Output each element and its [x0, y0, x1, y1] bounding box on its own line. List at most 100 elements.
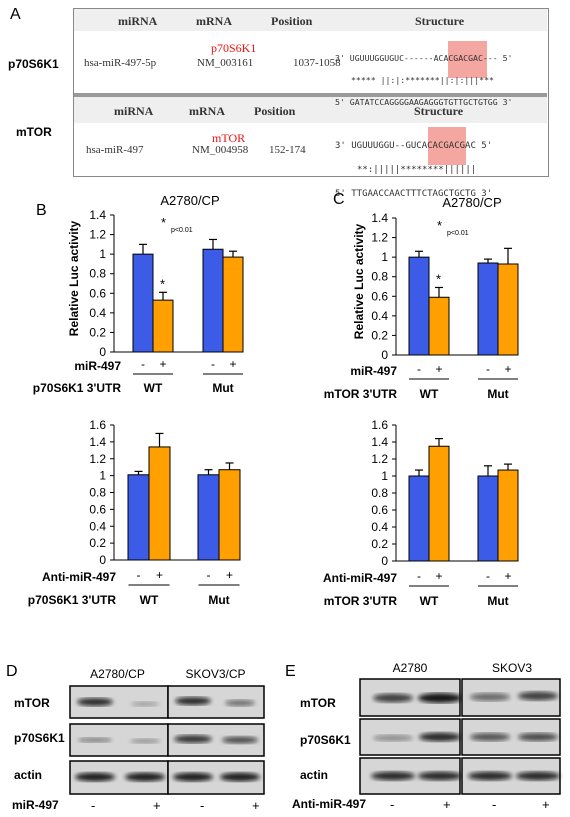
chart-C-star-1: *: [437, 218, 442, 233]
mirna-name-2: hsa-miR-497: [86, 144, 144, 156]
chart-B-tick-label: 0.6: [89, 286, 106, 300]
header-position: Position: [271, 14, 313, 28]
mrna-name-2: mTOR: [212, 131, 246, 145]
chart-C-sign: -: [417, 362, 421, 376]
chart-B-tick-label: 1.2: [89, 228, 106, 242]
panel-label-e: E: [285, 663, 296, 680]
chart-B-bar: [132, 253, 154, 353]
chart-B-star-1: *: [161, 215, 166, 230]
blot-d-band: [78, 737, 112, 743]
chart-C2-sign: -: [417, 569, 421, 583]
western-blots: [69, 678, 561, 795]
chart-B2-tick-label: 0.4: [89, 519, 106, 533]
blot-e-band: [418, 693, 462, 703]
chart-C-sign: +: [504, 362, 511, 376]
chart-C2-category-label: WT: [420, 594, 439, 608]
chart-C-sign: +: [435, 362, 442, 376]
blot-e-band: [470, 733, 510, 741]
luciferase-charts: 0 0.2 0.4 0.6 0.8 1 1.2 1.4 A2780/CP Relative Luc…: [28, 193, 519, 608]
chart-C2-treatment-label: Anti-miR-497: [323, 571, 397, 585]
chart-C-star-2: *: [436, 271, 441, 286]
chart-B-tick-label: 0: [99, 345, 106, 359]
blot-d-band: [175, 697, 211, 705]
mrna-id-1: NM_003161: [197, 57, 254, 69]
chart-B-tick-label: 0.2: [89, 325, 106, 339]
blot-d-band: [173, 772, 213, 782]
chart-C-category-label: WT: [420, 387, 439, 401]
chart-C2-sign: +: [435, 569, 442, 583]
chart-B2-category-label: Mut: [208, 593, 229, 607]
chart-B-ylabel: Relative Luc activity: [67, 220, 81, 336]
chart-C-ylabel: Relative Luc activity: [352, 223, 366, 339]
chart-B-bar: [152, 299, 174, 353]
panel-label-b: B: [36, 202, 47, 219]
chart-B-title: A2780/CP: [160, 193, 219, 208]
gene-label-mtor: mTOR: [16, 125, 52, 139]
blot-e-sign-4: +: [542, 797, 550, 812]
blot-d-group-1: A2780/CP: [90, 667, 145, 681]
blot-d-row-actin: actin: [14, 768, 43, 782]
blot-e-group-2: SKOV3: [491, 661, 533, 675]
chart-C2-tick-label: 1.2: [371, 452, 388, 466]
chart-C-tick-label: 0: [381, 348, 388, 362]
seed-highlight-1: [448, 41, 487, 78]
header-structure-2: Structure: [414, 104, 464, 118]
chart-B2-tick-label: 0.8: [89, 486, 106, 500]
blot-e-band: [516, 771, 560, 781]
chart-B-sign: -: [141, 357, 145, 371]
chart-B-treatment-label: miR-497: [74, 359, 121, 373]
chart-B-bar: [222, 256, 244, 353]
blot-d-row-mtor: mTOR: [14, 696, 50, 710]
chart-B-tick-label: 0.4: [89, 306, 106, 320]
structure-1-line3: 5' GATATCCAGGGGAAGAGGGTGTTGCTGTGG 3': [335, 97, 513, 107]
chart-B-category-label: Mut: [212, 381, 233, 395]
blot-e-band: [470, 693, 510, 701]
position-2: 152-174: [269, 144, 306, 156]
header-mirna-2: miRNA: [114, 104, 154, 118]
chart-B-utr-label: p70S6K1 3'UTR: [33, 381, 122, 395]
seed-highlight-2: [428, 127, 466, 165]
blot-d-band: [75, 772, 115, 782]
table1-header-bar: [74, 9, 547, 31]
chart-B2-sign: +: [226, 568, 233, 582]
chart-B2-utr-label: p70S6K1 3'UTR: [28, 593, 117, 607]
chart-C-bar: [408, 256, 430, 356]
chart-C2-tick-label: 0.4: [371, 520, 388, 534]
chart-C2-sign: -: [486, 569, 490, 583]
blot-d-band: [225, 700, 255, 706]
chart-C-tick-label: 1.2: [371, 231, 388, 245]
chart-C-tick-label: 0.4: [371, 309, 388, 323]
chart-B-sign: +: [229, 357, 236, 371]
mirna-name-1: hsa-miR-497-5p: [84, 57, 157, 69]
chart-B2-tick-label: 0.6: [89, 502, 106, 516]
blot-e-treatment-label: Anti-miR-497: [292, 797, 367, 811]
blot-e-band: [518, 691, 558, 701]
structure-2-line1: 3' UGUUUGGU--GUCACACGACGAC 5': [335, 141, 493, 151]
blot-d-band: [131, 701, 159, 707]
chart-B2-tick-label: 1.2: [89, 452, 106, 466]
chart-B-tick-label: 0.8: [89, 267, 106, 281]
chart-B2-tick-label: 1: [99, 469, 106, 483]
chart-B2-bar: [148, 446, 171, 561]
chart-B2-bar: [197, 474, 220, 561]
chart-C-bar: [477, 262, 499, 356]
mrna-name-1: p70S6K1: [211, 41, 257, 55]
position-1: 1037-1058: [293, 57, 341, 69]
chart-C2-category-label: Mut: [487, 594, 508, 608]
chart-B-category-label: WT: [144, 381, 163, 395]
chart-B-star-2: *: [160, 276, 165, 291]
header-position-2: Position: [254, 104, 296, 118]
chart-B2-bar: [218, 469, 241, 561]
chart-B-sign: +: [159, 357, 166, 371]
structure-1-line2: ***** ||:|:*******||:|:|||***: [351, 75, 494, 85]
header-mrna-2: mRNA: [189, 104, 225, 118]
chart-C2-bar: [497, 469, 519, 562]
blot-d-band: [174, 735, 212, 743]
blot-d-band: [220, 772, 260, 782]
table-divider: [74, 93, 547, 97]
header-mirna: miRNA: [118, 14, 158, 28]
blot-d-band: [130, 738, 160, 744]
blot-d-sign-2: +: [153, 798, 161, 813]
chart-C-tick-label: 1: [381, 250, 388, 264]
chart-C2-utr-label: mTOR 3'UTR: [324, 594, 398, 608]
